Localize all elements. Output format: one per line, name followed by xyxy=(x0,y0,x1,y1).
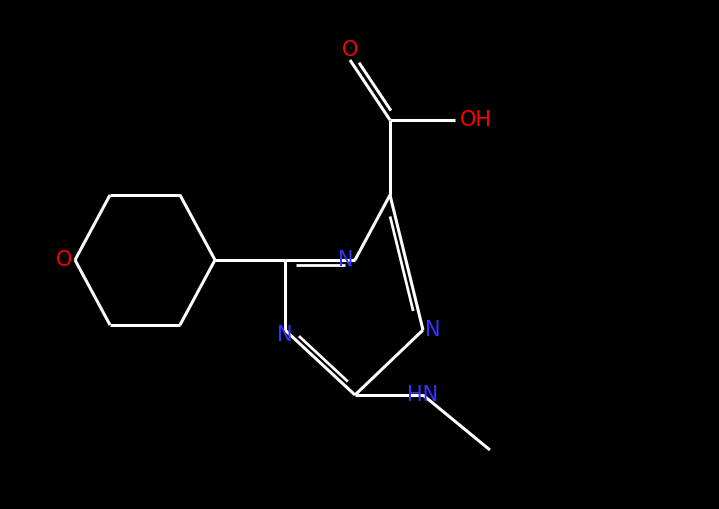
Text: N: N xyxy=(337,250,353,270)
Text: N: N xyxy=(278,325,293,345)
Text: HN: HN xyxy=(408,385,439,405)
Text: O: O xyxy=(55,250,72,270)
Text: N: N xyxy=(425,320,441,340)
Text: O: O xyxy=(342,40,358,60)
Text: OH: OH xyxy=(460,110,492,130)
